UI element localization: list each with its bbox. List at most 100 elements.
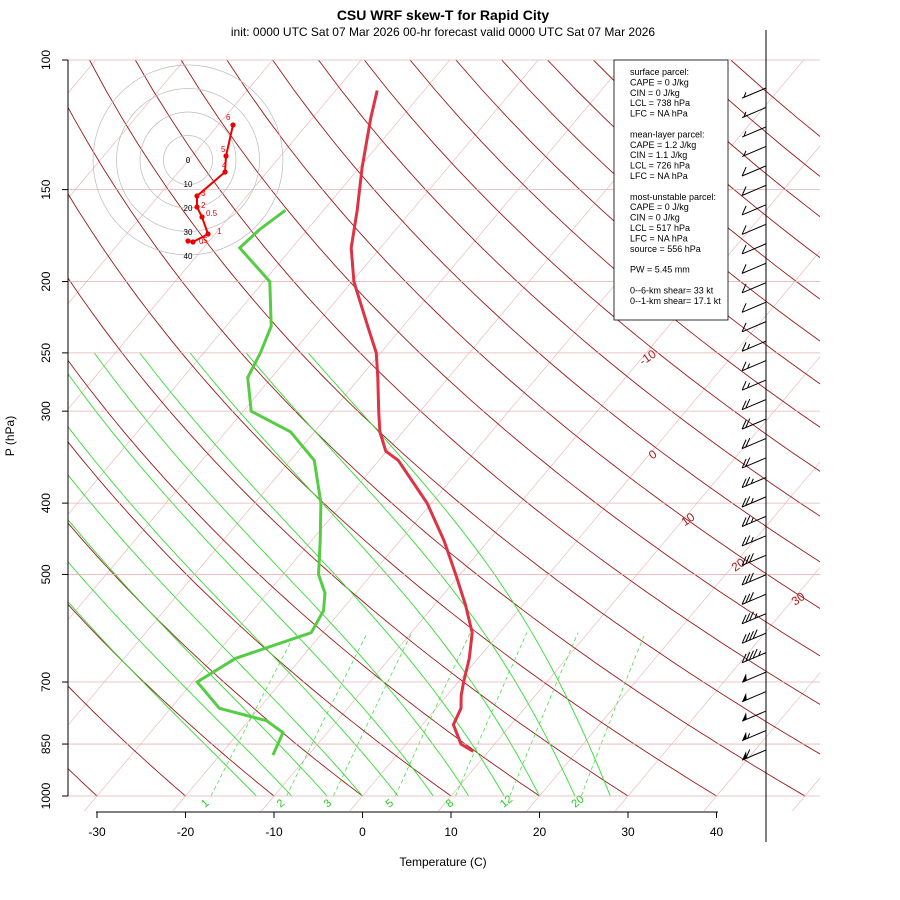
wind-barb-shaft xyxy=(741,730,767,742)
isotherm xyxy=(792,777,820,811)
x-axis-ticks: -30 -20 -10 0 10 20 30 40 xyxy=(88,812,723,839)
wind-barb-flag xyxy=(741,283,747,294)
wind-barb-half-flag xyxy=(747,343,751,350)
info-line: LCL = 726 hPa xyxy=(630,161,690,171)
wind-barb-shaft xyxy=(741,145,767,158)
info-line: source = 556 hPa xyxy=(630,244,701,254)
x-tick-label: -20 xyxy=(177,825,195,839)
wind-barb-flag xyxy=(741,634,747,644)
wind-barb xyxy=(741,282,767,294)
wind-barb-pennant xyxy=(742,731,747,741)
x-tick-label: -30 xyxy=(88,825,106,839)
hodograph-height-label: 0 xyxy=(199,237,204,246)
wind-barb-flag xyxy=(741,439,747,449)
wind-barb-flag xyxy=(745,613,751,623)
wind-barb-shaft xyxy=(741,223,767,235)
wind-barb-flag xyxy=(745,554,751,565)
wind-barb-panel xyxy=(741,30,767,842)
info-line: LFC = NA hPa xyxy=(630,109,688,119)
wind-barb-shaft xyxy=(741,301,767,313)
wind-barb-flag xyxy=(745,476,751,487)
wind-barb-half-flag xyxy=(750,497,754,504)
wind-barb-pennant xyxy=(742,692,747,702)
wind-barb xyxy=(741,360,767,372)
wind-barb xyxy=(741,648,767,664)
wind-barb xyxy=(741,418,767,430)
info-line: mean-layer parcel: xyxy=(630,129,705,139)
wind-barb-flag xyxy=(741,380,747,391)
wind-barb-flag xyxy=(741,556,747,566)
dewpoint-profile xyxy=(194,208,327,756)
wind-barb-flag xyxy=(741,653,747,663)
isotherm xyxy=(261,145,820,811)
wind-barb-flag xyxy=(745,749,751,759)
hodograph-height-label: 3 xyxy=(201,189,206,198)
info-line: surface parcel: xyxy=(630,67,689,77)
y-tick-label: 1000 xyxy=(39,782,53,809)
info-line: 0--1-km shear= 17.1 kt xyxy=(630,296,721,306)
dry-adiabat xyxy=(226,60,820,609)
wind-barb-half-flag xyxy=(750,536,754,543)
y-tick-label: 250 xyxy=(39,343,53,363)
y-tick-label: 400 xyxy=(39,493,53,513)
wind-barb-half-flag xyxy=(747,363,751,369)
wind-barb xyxy=(741,398,767,411)
y-tick-label: 200 xyxy=(39,271,53,291)
moist-adiabat xyxy=(189,352,540,797)
wind-barb xyxy=(741,496,767,508)
moist-adiabat xyxy=(93,352,470,797)
wind-barb-shaft xyxy=(741,126,767,138)
info-box-frame xyxy=(613,59,729,321)
info-line: CAPE = 0 J/kg xyxy=(630,202,689,212)
moist-adiabat xyxy=(68,601,257,797)
x-tick-label: -10 xyxy=(265,825,283,839)
moist-adiabat xyxy=(68,373,434,797)
info-line: CIN = 0 J/kg xyxy=(630,213,680,223)
isotherm xyxy=(68,60,451,515)
wind-barb xyxy=(741,243,767,255)
y-tick-label: 300 xyxy=(39,401,53,421)
hodograph-point xyxy=(185,238,191,244)
wind-barb xyxy=(741,145,767,158)
isotherm-label: 10 xyxy=(678,510,697,529)
isotherm xyxy=(349,250,820,811)
isotherm-lines xyxy=(68,60,820,811)
wind-barb-flag xyxy=(741,205,747,216)
mixing-ratio-line xyxy=(455,632,528,797)
wind-barb-flag xyxy=(745,535,751,545)
isotherm-label: -10 xyxy=(636,347,659,369)
hodograph-ring-label: 30 xyxy=(184,228,193,237)
wind-barb-half-flag xyxy=(743,150,747,156)
wind-barb-flag xyxy=(741,322,747,332)
info-line: 0--6-km shear= 33 kt xyxy=(630,285,714,295)
hodograph-ring xyxy=(186,158,190,162)
wind-barb-flag xyxy=(745,398,751,409)
moist-adiabat xyxy=(68,425,399,797)
wind-barbs xyxy=(741,87,767,761)
wind-barb xyxy=(741,107,767,119)
wind-barb-flag xyxy=(741,166,747,177)
wind-barb-flag xyxy=(741,497,747,508)
hodograph-rings xyxy=(92,64,284,256)
wind-barb-half-flag xyxy=(750,517,754,523)
wind-barb xyxy=(741,592,767,605)
wind-barb-flag xyxy=(741,244,747,255)
wind-barb-flag xyxy=(741,575,747,586)
wind-barb xyxy=(741,629,767,644)
info-line: LCL = 517 hPa xyxy=(630,223,690,233)
hodograph-point xyxy=(199,214,205,220)
info-line: CIN = 0 J/kg xyxy=(630,88,680,98)
mixing-ratio-label: 2 xyxy=(275,797,287,810)
mixing-ratio-label: 1 xyxy=(199,797,211,810)
wind-barb-shaft xyxy=(741,184,767,196)
wind-barb xyxy=(741,321,767,333)
dry-adiabat xyxy=(180,60,820,657)
isotherm-label: 30 xyxy=(789,589,808,608)
wind-barb-shaft xyxy=(741,282,767,294)
x-tick-label: 20 xyxy=(533,825,547,839)
